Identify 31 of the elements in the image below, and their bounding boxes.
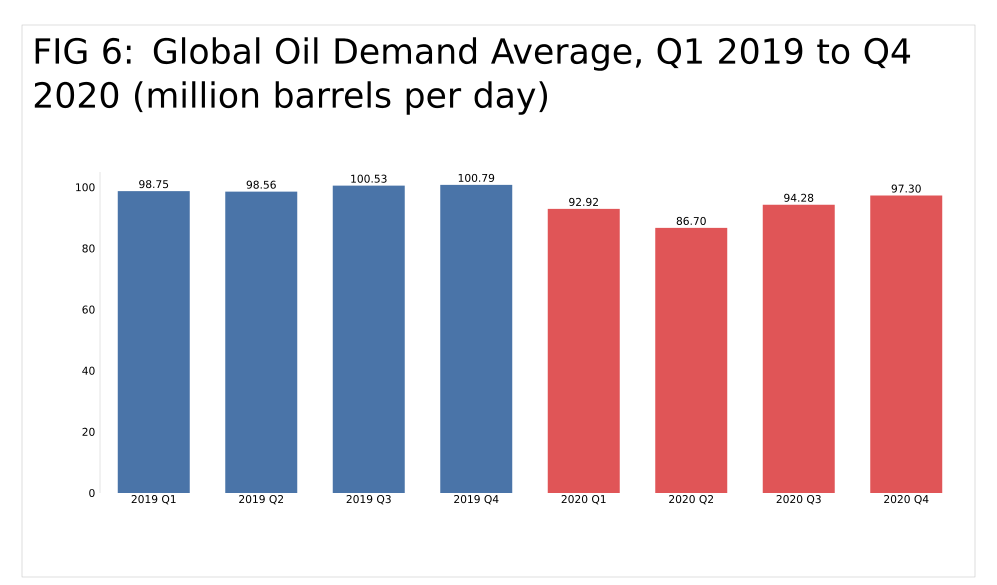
data-label: 92.92 xyxy=(569,198,598,206)
y-tick-label: 60 xyxy=(82,306,95,314)
data-label: 100.79 xyxy=(458,174,494,182)
bar xyxy=(332,186,405,493)
bar xyxy=(225,192,298,493)
y-tick-label: 20 xyxy=(82,428,95,436)
data-label: 98.56 xyxy=(246,180,276,189)
y-tick-label: 80 xyxy=(82,244,95,252)
x-tick-label: 2020 Q4 xyxy=(884,495,928,504)
bar xyxy=(548,208,620,493)
y-tick-label: 100 xyxy=(76,183,95,192)
x-tick-label: 2020 Q1 xyxy=(562,495,606,504)
x-tick-label: 2019 Q1 xyxy=(132,495,176,504)
x-tick-label: 2019 Q2 xyxy=(239,495,284,504)
x-tick-label: 2019 Q4 xyxy=(454,495,498,504)
bar xyxy=(440,184,512,493)
x-tick-label: 2020 Q3 xyxy=(776,495,821,504)
data-label: 97.30 xyxy=(892,184,921,193)
bar xyxy=(762,204,835,493)
bar xyxy=(870,196,942,493)
data-label: 94.28 xyxy=(784,194,814,202)
bar xyxy=(118,191,190,493)
chart-title: FIG 6: Global Oil Demand Average, Q1 2019 to Q4 2020 (million barrels per day) xyxy=(34,37,910,115)
data-label: 98.75 xyxy=(139,180,168,188)
data-label: 100.53 xyxy=(351,174,387,183)
y-tick-label: 0 xyxy=(89,488,95,498)
x-tick-label: 2019 Q3 xyxy=(346,495,391,504)
y-tick-label: 40 xyxy=(82,366,95,375)
bar xyxy=(655,228,728,493)
x-tick-label: 2020 Q2 xyxy=(669,495,714,504)
data-label: 86.70 xyxy=(676,216,706,225)
